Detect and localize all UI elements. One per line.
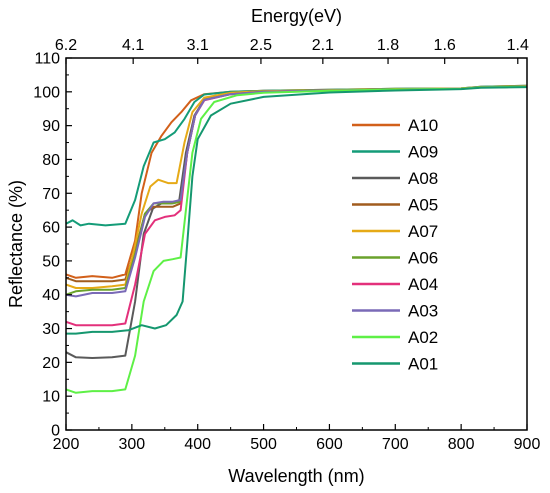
top-axis-label: Energy(eV) xyxy=(251,6,342,26)
legend-label: A01 xyxy=(408,355,438,374)
y-tick-label: 110 xyxy=(34,51,60,68)
series-line-a09 xyxy=(66,84,527,227)
y-tick-label: 70 xyxy=(42,186,60,203)
x-tick-label: 800 xyxy=(448,436,475,453)
series-line-a03 xyxy=(66,85,527,298)
y-tick-label: 100 xyxy=(33,84,60,101)
x-tick-label: 600 xyxy=(316,436,343,453)
series-layer xyxy=(66,84,527,394)
y-tick-label: 80 xyxy=(42,152,60,169)
y-tick-label: 40 xyxy=(42,287,60,304)
legend-label: A10 xyxy=(408,116,438,135)
x-tick-label: 400 xyxy=(184,436,211,453)
legend-label: A04 xyxy=(408,275,438,294)
legend-label: A02 xyxy=(408,328,438,347)
legend-label: A05 xyxy=(408,196,438,215)
top-tick-label: 2.5 xyxy=(250,37,272,54)
series-line-a04 xyxy=(66,85,527,327)
legend-label: A06 xyxy=(408,249,438,268)
series-line-a02 xyxy=(66,85,527,394)
y-tick-label: 30 xyxy=(42,321,60,338)
top-tick-label: 1.8 xyxy=(377,37,399,54)
top-tick-label: 1.6 xyxy=(434,37,456,54)
legend-label: A03 xyxy=(408,302,438,321)
legend-label: A08 xyxy=(408,169,438,188)
top-tick-label: 2.1 xyxy=(312,37,334,54)
top-tick-label: 6.2 xyxy=(55,37,77,54)
x-tick-label: 700 xyxy=(382,436,409,453)
series-line-a01 xyxy=(66,86,527,335)
x-tick-label: 200 xyxy=(53,436,80,453)
series-line-a06 xyxy=(66,85,527,296)
x-tick-label: 900 xyxy=(514,436,541,453)
top-tick-label: 4.1 xyxy=(122,37,144,54)
y-tick-label: 10 xyxy=(42,389,60,406)
x-axis-label: Wavelength (nm) xyxy=(228,466,364,486)
legend-label: A09 xyxy=(408,143,438,162)
y-tick-label: 0 xyxy=(51,423,60,440)
y-tick-label: 20 xyxy=(42,355,60,372)
legend-label: A07 xyxy=(408,222,438,241)
axes-layer: 200 300 400 500 600 700 800 900 0 10 20 30 40 50 60 70 8… xyxy=(33,37,540,453)
x-tick-label: 500 xyxy=(250,436,277,453)
x-tick-label: 300 xyxy=(119,436,146,453)
y-axis-label: Reflectance (%) xyxy=(6,180,26,308)
legend: A10 A09 A08 A05 A07 A06 A04 A03 A02 A01 xyxy=(352,116,438,374)
top-tick-label: 3.1 xyxy=(187,37,209,54)
top-tick-label: 1.4 xyxy=(507,37,529,54)
y-tick-label: 90 xyxy=(42,118,60,135)
series-line-a08 xyxy=(66,85,527,359)
y-tick-label: 50 xyxy=(42,253,60,270)
y-tick-label: 60 xyxy=(42,220,60,237)
